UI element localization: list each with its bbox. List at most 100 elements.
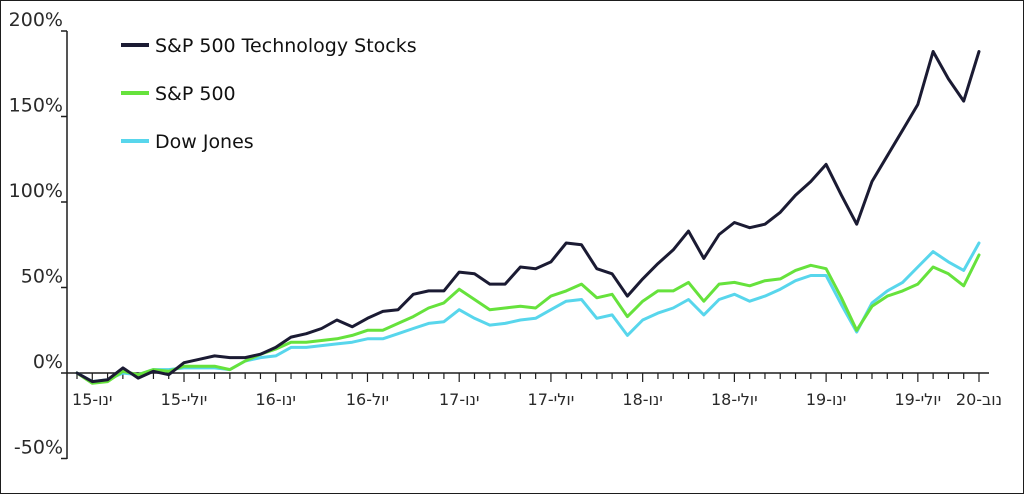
data-point bbox=[871, 180, 873, 183]
x-tick-label: יולי-18 bbox=[711, 390, 758, 409]
data-point bbox=[626, 334, 629, 337]
data-point bbox=[351, 325, 354, 328]
data-point bbox=[611, 272, 613, 275]
data-point bbox=[443, 290, 445, 292]
data-point bbox=[840, 303, 843, 306]
data-point bbox=[519, 319, 522, 321]
x-tick-label: יול-16 bbox=[346, 390, 389, 409]
data-point bbox=[213, 355, 216, 357]
x-tick-label: ינו-15 bbox=[72, 390, 112, 409]
data-point bbox=[702, 300, 705, 303]
data-point bbox=[534, 307, 537, 309]
data-point bbox=[381, 337, 384, 340]
data-point bbox=[91, 380, 94, 383]
x-tick-label: ינו-18 bbox=[622, 390, 662, 409]
data-point bbox=[519, 266, 522, 268]
data-point bbox=[121, 370, 124, 373]
data-point bbox=[855, 329, 858, 332]
data-point bbox=[748, 226, 751, 229]
data-point bbox=[657, 262, 659, 265]
data-point bbox=[550, 308, 552, 311]
data-point bbox=[672, 290, 675, 292]
data-point bbox=[580, 298, 583, 301]
data-point bbox=[213, 365, 216, 368]
data-point bbox=[932, 266, 935, 268]
x-tick-label: ינו-19 bbox=[806, 390, 846, 409]
y-tick-label: -50% bbox=[14, 437, 63, 459]
data-point bbox=[259, 353, 262, 356]
data-point bbox=[825, 163, 828, 166]
data-point bbox=[794, 279, 797, 282]
series-line-1 bbox=[75, 253, 981, 385]
data-point bbox=[901, 281, 904, 284]
data-point bbox=[611, 313, 613, 316]
data-point bbox=[702, 257, 705, 260]
data-point bbox=[458, 271, 461, 274]
data-point bbox=[351, 334, 354, 337]
y-tick-label: 50% bbox=[21, 266, 63, 288]
data-point bbox=[121, 366, 124, 369]
data-point bbox=[947, 77, 950, 80]
data-point bbox=[733, 281, 736, 284]
x-tick-label: נוב-20 bbox=[956, 390, 1002, 409]
data-point bbox=[305, 332, 308, 335]
data-point bbox=[886, 290, 889, 292]
data-point bbox=[886, 295, 889, 297]
data-point bbox=[335, 319, 338, 321]
data-point bbox=[840, 296, 843, 299]
y-tick-label: 150% bbox=[9, 95, 63, 117]
data-point bbox=[595, 317, 598, 320]
data-point bbox=[733, 221, 736, 224]
data-point bbox=[427, 322, 430, 325]
data-point bbox=[443, 320, 445, 323]
data-point bbox=[809, 264, 812, 267]
data-point bbox=[595, 296, 598, 299]
data-point bbox=[198, 365, 201, 368]
data-point bbox=[932, 50, 935, 53]
data-point bbox=[809, 180, 812, 183]
data-point bbox=[978, 254, 980, 256]
data-point bbox=[534, 267, 537, 270]
data-point bbox=[488, 324, 491, 327]
data-point bbox=[809, 274, 812, 277]
data-point bbox=[458, 308, 461, 311]
data-point bbox=[718, 298, 721, 301]
data-point bbox=[305, 346, 308, 349]
data-point bbox=[152, 370, 155, 373]
data-point bbox=[626, 295, 629, 297]
data-point bbox=[443, 301, 445, 304]
data-point bbox=[366, 317, 369, 320]
data-point bbox=[534, 317, 537, 320]
data-point bbox=[473, 272, 476, 275]
data-point bbox=[458, 288, 461, 291]
y-tick-label: 200% bbox=[9, 9, 63, 31]
data-point bbox=[748, 284, 751, 287]
series-line-0 bbox=[75, 50, 981, 384]
data-point bbox=[137, 373, 140, 376]
data-point bbox=[167, 370, 170, 373]
data-point bbox=[519, 305, 522, 308]
data-point bbox=[855, 223, 858, 226]
data-point bbox=[167, 373, 170, 376]
data-point bbox=[504, 307, 506, 309]
data-point bbox=[550, 295, 552, 297]
data-point bbox=[366, 337, 369, 340]
data-point bbox=[366, 329, 369, 332]
data-point bbox=[427, 307, 430, 309]
data-point bbox=[764, 295, 766, 297]
data-point bbox=[641, 319, 644, 321]
data-point bbox=[764, 279, 766, 282]
y-axis-ticks: 200% 150% 100% 50% 0% -50% bbox=[9, 9, 68, 460]
data-point bbox=[290, 341, 292, 344]
data-point bbox=[962, 100, 965, 103]
y-tick-label: 0% bbox=[33, 351, 63, 373]
data-point bbox=[657, 290, 659, 292]
data-point bbox=[320, 339, 323, 342]
data-point bbox=[718, 233, 721, 236]
data-point bbox=[657, 312, 659, 315]
data-point bbox=[687, 298, 690, 301]
data-point bbox=[504, 322, 506, 325]
data-point bbox=[901, 290, 904, 292]
data-point bbox=[580, 283, 583, 285]
